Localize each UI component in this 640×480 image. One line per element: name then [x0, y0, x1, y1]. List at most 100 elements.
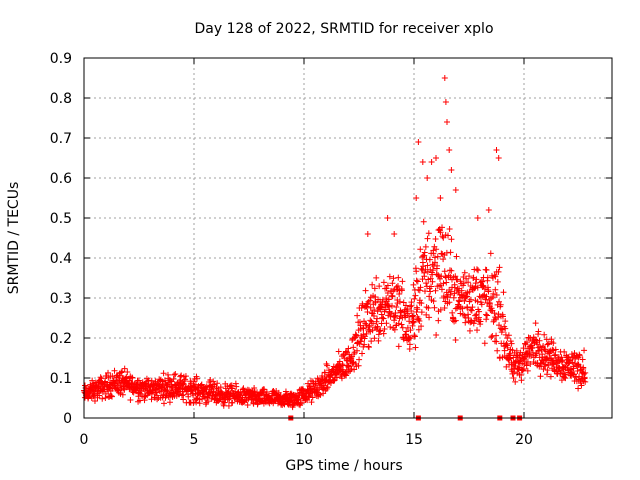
data-point: [494, 278, 501, 285]
data-point: [426, 256, 433, 263]
data-point: [160, 370, 167, 377]
data-point: [391, 317, 398, 324]
data-point: [472, 280, 479, 287]
data-point: [364, 231, 371, 237]
data-point: [552, 346, 559, 353]
data-point: [402, 302, 409, 309]
data-point: [461, 269, 468, 276]
data-point: [415, 326, 422, 333]
y-tick-label: 0.6: [50, 171, 72, 187]
data-point: [420, 263, 427, 270]
data-point: [413, 195, 420, 201]
data-point: [441, 268, 448, 275]
data-point: [452, 317, 459, 324]
data-point: [193, 395, 200, 402]
data-point: [316, 391, 323, 398]
data-point: [421, 249, 428, 256]
data-point: [485, 207, 492, 213]
data-point: [432, 235, 439, 242]
data-point: [164, 387, 171, 394]
data-point: [484, 274, 491, 281]
data-point: [427, 275, 434, 282]
data-point: [166, 399, 173, 406]
data-point: [211, 381, 218, 388]
data-point: [512, 378, 519, 385]
data-point: [169, 384, 176, 391]
data-point: [448, 236, 455, 243]
data-point: [410, 281, 417, 288]
data-point: [399, 278, 406, 285]
y-tick-label: 0.4: [50, 251, 72, 267]
data-point: [384, 289, 391, 296]
data-point: [193, 375, 200, 382]
data-point: [182, 373, 189, 380]
data-point: [81, 382, 88, 389]
data-point: [505, 332, 512, 339]
data-point: [380, 330, 387, 337]
y-tick-label: 0.5: [50, 211, 72, 227]
data-point: [338, 375, 345, 382]
data-point: [345, 363, 352, 370]
data-point: [430, 298, 437, 305]
data-point: [510, 375, 517, 381]
data-point: [356, 340, 363, 347]
data-point: [430, 250, 437, 257]
data-point: [463, 275, 470, 282]
data-point: [448, 267, 455, 274]
data-point: [424, 175, 431, 181]
data-point: [440, 280, 447, 287]
data-point: [383, 285, 390, 292]
data-point: [437, 306, 444, 313]
data-point: [491, 310, 498, 317]
data-point: [362, 287, 369, 294]
data-point: [205, 398, 212, 405]
data-point: [460, 280, 467, 287]
data-point: [475, 267, 482, 274]
data-point: [434, 262, 441, 269]
data-point: [442, 99, 449, 105]
data-point: [500, 289, 507, 296]
data-point: [229, 399, 236, 406]
data-point: [135, 377, 142, 384]
data-point: [368, 338, 375, 345]
data-point: [540, 343, 547, 350]
data-point: [523, 339, 530, 346]
data-point: [483, 293, 490, 300]
data-point: [477, 318, 484, 325]
data-point: [487, 250, 494, 257]
data-point: [507, 352, 514, 359]
data-point: [119, 391, 126, 398]
data-point: [452, 273, 459, 280]
data-point: [527, 360, 534, 367]
data-point: [558, 358, 565, 365]
data-point: [374, 308, 381, 315]
data-point: [474, 284, 481, 291]
data-point: [229, 385, 236, 392]
data-point: [445, 232, 452, 239]
data-point: [359, 350, 366, 357]
y-tick-label: 0.3: [50, 291, 72, 307]
data-point: [417, 284, 424, 291]
data-point: [473, 311, 480, 318]
data-point: [214, 380, 221, 387]
data-point: [529, 344, 536, 351]
data-point: [441, 305, 448, 312]
data-point: [472, 312, 479, 319]
data-point: [534, 341, 541, 348]
data-point: [355, 362, 362, 369]
data-point: [436, 275, 443, 282]
data-point: [496, 264, 503, 271]
data-point: [376, 283, 383, 290]
data-point: [394, 282, 401, 289]
data-point: [580, 370, 587, 377]
data-point: [552, 351, 559, 358]
y-tick-label: 0.9: [50, 51, 72, 67]
data-point: [207, 377, 214, 384]
data-point: [108, 392, 115, 399]
data-point: [424, 235, 431, 242]
data-point: [302, 396, 309, 403]
data-point: [395, 320, 402, 327]
data-point: [111, 367, 118, 374]
data-point: [440, 293, 447, 300]
data-point: [96, 392, 103, 399]
